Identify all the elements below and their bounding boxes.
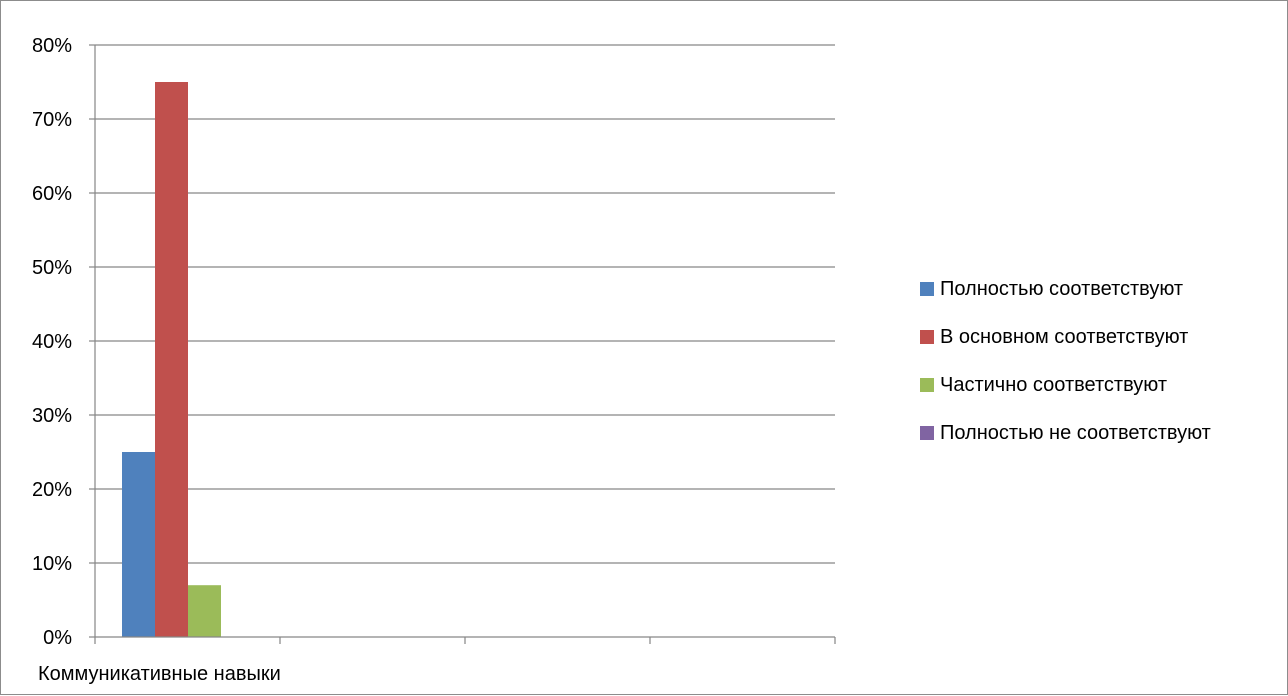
y-tick-label: 10% — [32, 553, 72, 575]
gridlines — [95, 44, 835, 564]
y-tick-label: 0% — [43, 627, 72, 649]
y-tick-label: 60% — [32, 183, 72, 205]
category-labels: Коммуникативные навыки — [38, 663, 281, 685]
y-tick-labels: 0% 10% 20% 30% 40% 50% 60% 70% 80% — [32, 35, 72, 649]
legend-swatch — [920, 426, 934, 440]
y-tick-label: 50% — [32, 257, 72, 279]
y-tick-label: 30% — [32, 405, 72, 427]
legend: Полностью соответствуют В основном соотве… — [920, 278, 1211, 444]
bars — [122, 82, 221, 637]
y-tick-label: 80% — [32, 35, 72, 57]
y-tick-label: 20% — [32, 479, 72, 501]
legend-swatch — [920, 378, 934, 392]
legend-label: В основном соответствуют — [940, 326, 1188, 348]
legend-label: Полностью не соответствуют — [940, 422, 1211, 444]
legend-label: Полностью соответствуют — [940, 278, 1183, 300]
legend-label: Частично соответствуют — [940, 374, 1167, 396]
legend-swatch — [920, 330, 934, 344]
category-label: Коммуникативные навыки — [38, 663, 281, 685]
y-tick-label: 70% — [32, 109, 72, 131]
bar — [155, 82, 188, 637]
legend-swatch — [920, 282, 934, 296]
axes — [89, 44, 836, 644]
bar — [122, 452, 155, 637]
y-tick-label: 40% — [32, 331, 72, 353]
bar — [188, 585, 221, 637]
